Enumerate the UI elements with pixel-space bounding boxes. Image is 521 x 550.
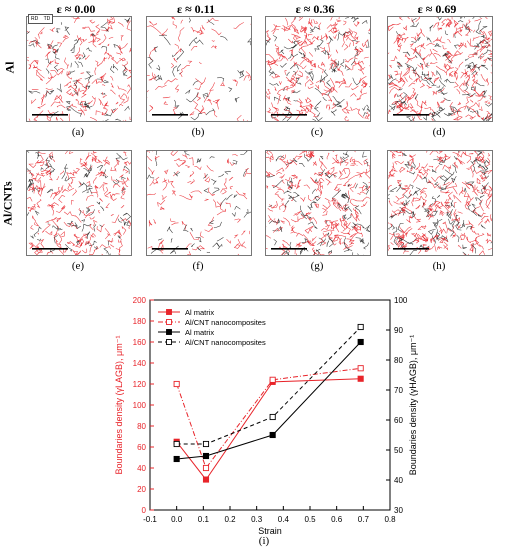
- series-0-point: [202, 476, 210, 483]
- x-tick-label: 0.8: [384, 515, 396, 524]
- ebsd-map-a-svg: [27, 17, 131, 121]
- axis-glyph: RD TD: [28, 14, 54, 24]
- y-left-tick-label: 80: [137, 422, 146, 431]
- ebsd-map-h-svg: [388, 151, 492, 255]
- series-2-point: [269, 431, 276, 439]
- y-right-tick-label: 90: [394, 326, 403, 335]
- legend-label-2: Al matrix: [185, 328, 214, 337]
- x-tick-label: 0.4: [278, 515, 290, 524]
- y-left-tick-label: 0: [142, 506, 147, 515]
- ebsd-map-c-svg: [266, 17, 370, 121]
- panel-label-a: (a): [71, 126, 85, 138]
- y-right-tick-label: 30: [394, 506, 403, 515]
- ebsd-map-f: [146, 150, 252, 256]
- legend-marker-1: [166, 319, 172, 325]
- series-3-point: [357, 323, 364, 331]
- panel-label-b: (b): [191, 126, 205, 138]
- y-left-tick-label: 100: [133, 401, 147, 410]
- y-right-tick-label: 100: [394, 296, 408, 305]
- legend-marker-2: [166, 329, 172, 335]
- ebsd-map-a: [26, 16, 132, 122]
- y-right-axis-label: Boundaries density (γHAGB), μm⁻¹: [408, 335, 418, 475]
- series-line-0: [176, 378, 361, 481]
- series-2-point: [357, 338, 364, 346]
- y-right-tick-label: 80: [394, 356, 403, 365]
- x-tick-label: 0.5: [304, 515, 316, 524]
- ebsd-map-h: [387, 150, 493, 256]
- series-2-point: [173, 455, 180, 463]
- series-1-point: [173, 380, 180, 388]
- x-tick-label: -0.1: [143, 515, 157, 524]
- legend-marker-3: [166, 339, 172, 345]
- series-2-point: [202, 452, 210, 460]
- y-right-tick-label: 40: [394, 476, 403, 485]
- td-label: TD: [43, 16, 51, 22]
- ebsd-map-b-svg: [147, 17, 251, 121]
- strain-label-3: ε ≈ 0.69: [417, 2, 457, 16]
- strain-label-0: ε ≈ 0.00: [56, 2, 96, 16]
- boundaries-density-chart: -0.1 0.0 0.1 0.2 0.3 0.4 0.5 0.6 0.7 0.8 0 20 40 60 80…: [114, 296, 418, 535]
- x-tick-label: 0.6: [331, 515, 343, 524]
- ebsd-map-c: [265, 16, 371, 122]
- y-left-tick-label: 20: [137, 485, 146, 494]
- ebsd-map-e: [26, 150, 132, 256]
- ebsd-map-b: [146, 16, 252, 122]
- y-left-tick-label: 40: [137, 464, 146, 473]
- row-label-al: Al: [2, 61, 17, 74]
- x-tick-label: 0.3: [251, 515, 263, 524]
- ebsd-map-f-svg: [147, 151, 251, 255]
- y-left-axis-label: Boundaries density (γLAGB), μm⁻¹: [114, 336, 124, 475]
- y-left-tick-label: 140: [133, 359, 147, 368]
- ebsd-map-g: [265, 150, 371, 256]
- series-3-point: [269, 413, 276, 421]
- series-1-point: [202, 464, 210, 472]
- series-1-point: [269, 376, 276, 383]
- y-right-tick-label: 70: [394, 386, 403, 395]
- chart-caption: (i): [258, 535, 270, 547]
- panel-label-g: (g): [310, 260, 324, 272]
- y-left-tick-label: 160: [133, 338, 147, 347]
- y-right-tick-label: 60: [394, 416, 403, 425]
- series-3-point: [202, 440, 210, 448]
- legend-marker-0: [166, 309, 172, 315]
- y-left-tick-label: 180: [133, 317, 147, 326]
- panel-label-h: (h): [432, 260, 446, 272]
- legend-label-1: Al/CNT nanocomposites: [185, 318, 266, 327]
- ebsd-map-g-svg: [266, 151, 370, 255]
- strain-label-1: ε ≈ 0.11: [176, 2, 216, 16]
- panel-label-d: (d): [432, 126, 446, 138]
- ebsd-map-e-svg: [27, 151, 131, 255]
- panel-label-f: (f): [192, 260, 204, 272]
- x-tick-label: 0.7: [358, 515, 370, 524]
- strain-label-2: ε ≈ 0.36: [295, 2, 335, 16]
- series-0-point: [357, 375, 364, 382]
- rd-label: RD: [31, 16, 39, 22]
- x-axis-label: Strain: [258, 526, 282, 535]
- y-right-tick-label: 50: [394, 446, 403, 455]
- y-left-tick-label: 60: [137, 443, 146, 452]
- ebsd-map-d-svg: [388, 17, 492, 121]
- ebsd-map-d: [387, 16, 493, 122]
- y-left-tick-label: 200: [133, 296, 147, 305]
- series-line-2: [176, 341, 362, 460]
- x-tick-label: 0.2: [224, 515, 236, 524]
- panel-label-c: (c): [310, 126, 324, 138]
- y-left-tick-label: 120: [133, 380, 147, 389]
- legend-label-3: Al/CNT nanocomposites: [185, 338, 266, 347]
- panel-label-e: (e): [71, 260, 85, 272]
- series-line-3: [176, 326, 362, 445]
- series-3-point: [173, 440, 180, 448]
- legend-label-0: Al matrix: [185, 308, 214, 317]
- x-tick-label: 0.0: [171, 515, 183, 524]
- x-tick-label: 0.1: [198, 515, 210, 524]
- series-line-1: [176, 367, 361, 470]
- row-label-alcnt: Al/CNTs: [0, 181, 15, 226]
- series-1-point: [357, 365, 364, 372]
